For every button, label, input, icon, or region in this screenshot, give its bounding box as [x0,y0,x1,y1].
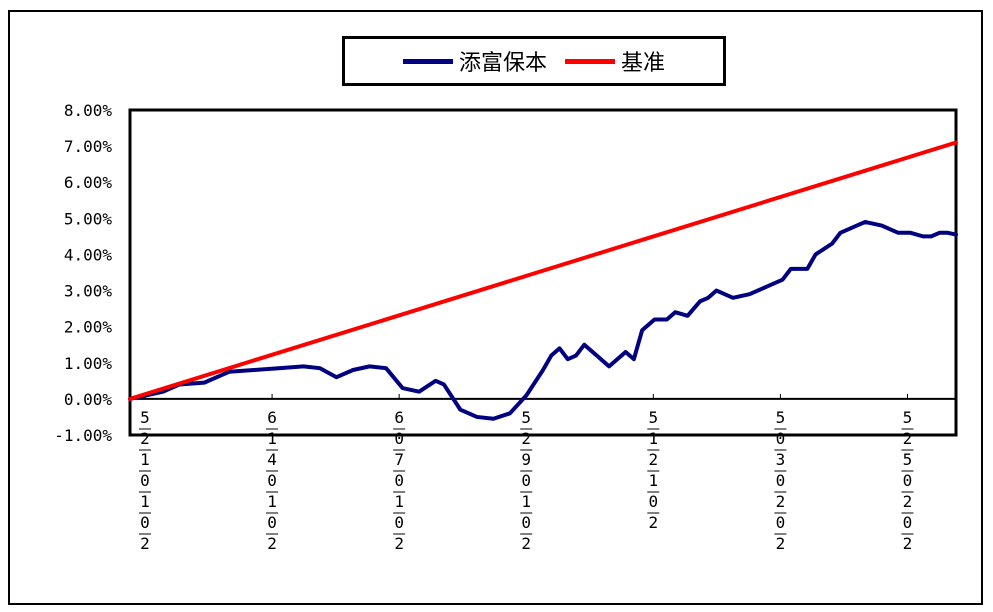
y-axis-labels: -1.00% 0.00% 1.00% 2.00% 3.00% 4.00% 5.00% 6.00… [54,101,112,445]
x-tick-label-char: 0 [394,471,404,490]
x-tick-label-char: 1 [140,450,150,469]
x-tick-label-char: 7 [394,450,404,469]
y-tick-label: 1.00% [64,354,113,373]
x-tick-label-char: 1 [267,429,277,448]
x-tick-label-char: 2 [521,534,531,553]
x-tick-label-char: 6 [267,408,277,427]
legend-label-fund: 添富保本 [458,51,547,76]
x-tick-label: 5 1 2 1 0 2 [647,408,660,532]
x-tick-label-char: 3 [776,450,786,469]
x-tick-label-char: 2 [776,492,786,511]
y-tick-label: 7.00% [64,137,113,156]
x-tick-label-char: 0 [776,513,786,532]
x-tick-label-char: 5 [903,450,913,469]
x-tick-label-char: 0 [903,471,913,490]
x-tick-label-char: 9 [521,450,531,469]
x-tick-label-char: 2 [521,429,531,448]
x-tick-label-char: 5 [140,408,150,427]
x-axis: 5 2 1 0 1 0 2 6 1 4 0 1 0 2 6 0 7 0 1 0 2 5 2 9 0 1 0 2 5 1 2 1 0 2 5 0 3 0 2 0… [130,393,956,553]
x-tick-label-char: 2 [140,534,150,553]
x-tick-label-char: 2 [903,492,913,511]
x-tick-label-char: 0 [903,513,913,532]
x-tick-label-char: 0 [521,471,531,490]
x-tick-label-char: 0 [648,492,658,511]
y-tick-label: 4.00% [64,245,113,264]
x-tick-label-char: 4 [267,450,277,469]
x-tick-label-char: 2 [648,450,658,469]
legend-item-fund: 添富保本 [402,45,547,77]
x-tick-label-char: 2 [903,534,913,553]
y-tick-label: 0.00% [64,390,113,409]
x-tick-label-char: 0 [267,513,277,532]
legend-swatch-fund [402,58,453,64]
x-tick-label: 6 0 7 0 1 0 2 [393,408,406,553]
x-tick-label-char: 2 [140,429,150,448]
x-tick-label: 5 0 3 0 2 0 2 [774,408,787,553]
chart-legend: 添富保本 基准 [342,36,726,86]
x-tick-label: 5 2 1 0 1 0 2 [139,408,151,553]
x-tick-label-char: 2 [648,513,658,532]
x-tick-label-char: 2 [776,534,786,553]
x-tick-label-char: 0 [140,471,150,490]
plot-area-border [128,108,958,437]
x-tick-label-char: 0 [394,429,404,448]
legend-swatch-benchmark [565,58,615,64]
y-tick-label: 6.00% [64,173,113,192]
y-tick-label: 2.00% [64,318,113,337]
y-tick-label: 5.00% [64,209,113,228]
series-group [128,140,958,421]
x-tick-label: 5 2 5 0 2 0 2 [901,408,914,553]
x-tick-label-char: 1 [521,492,531,511]
x-tick-label-char: 0 [776,429,786,448]
x-tick-label: 6 1 4 0 1 0 2 [266,408,279,553]
x-tick-label: 5 2 9 0 1 0 2 [520,408,533,553]
x-tick-label-char: 0 [776,471,786,490]
x-tick-label-char: 1 [267,492,277,511]
x-tick-label-char: 0 [394,513,404,532]
x-tick-label-char: 2 [903,429,913,448]
x-tick-label-char: 1 [140,492,150,511]
x-tick-label-char: 6 [394,408,404,427]
x-tick-label-char: 0 [140,513,150,532]
legend-item-benchmark: 基准 [565,45,665,77]
x-tick-label-char: 1 [648,429,658,448]
x-tick-label-char: 1 [394,492,404,511]
x-tick-label-char: 5 [903,408,913,427]
y-tick-label: 8.00% [64,101,113,120]
x-tick-label-char: 0 [267,471,277,490]
x-tick-label-char: 2 [267,534,277,553]
legend-label-benchmark: 基准 [621,51,666,76]
x-tick-label-char: 5 [648,408,658,427]
y-tick-label: -1.00% [54,426,112,445]
series-line-benchmark [128,140,958,401]
x-tick-label-char: 1 [648,471,658,490]
x-tick-label-char: 0 [521,513,531,532]
x-tick-label-char: 5 [521,408,531,427]
x-tick-label-char: 2 [394,534,404,553]
y-tick-label: 3.00% [64,282,113,301]
series-line-fund [128,219,958,421]
x-tick-label-char: 5 [776,408,786,427]
